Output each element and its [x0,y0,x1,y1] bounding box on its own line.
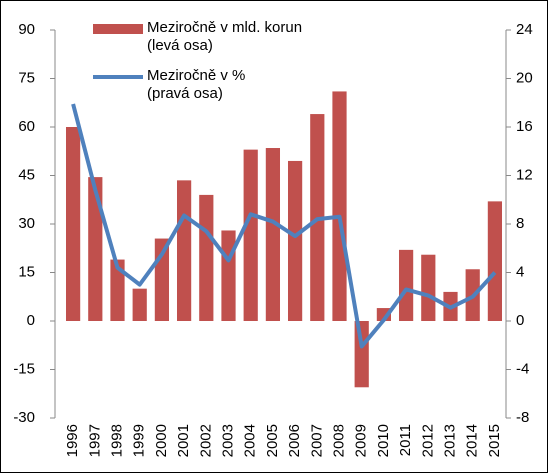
y2-tick-label: 20 [516,69,533,86]
bar [398,249,414,321]
bar [487,201,503,321]
x-tick-label: 1996 [64,424,81,457]
x-tick-label: 2013 [441,424,458,457]
bar [287,160,303,321]
y2-tick-label: 16 [516,118,533,135]
y2-tick-label: 8 [516,215,524,232]
y2-tick-label: 4 [516,263,524,280]
x-tick-label: 2004 [242,424,259,457]
y-tick-label: 0 [27,312,35,329]
y-tick-label: -15 [13,360,35,377]
legend-label: Meziročně v mld. korun (levá osa) [147,19,303,54]
y2-tick-label: 12 [516,166,533,183]
line [71,103,497,349]
x-tick-label: 2014 [464,424,481,457]
bar [221,230,236,321]
y2-tick-label: -8 [516,409,529,426]
bar [132,288,147,321]
x-tick-label: 2002 [197,424,214,457]
bar [110,259,125,321]
x-tick-label: 1999 [131,424,148,457]
bar [65,127,81,321]
x-tick-label: 2012 [419,424,436,457]
x-tick-label: 1998 [108,424,125,457]
x-tick-label: 2009 [353,424,370,457]
x-tick-label: 2001 [175,424,192,457]
bar [243,149,258,321]
legend-label: Meziročně v % (pravá osa) [147,67,246,102]
bar [88,177,103,321]
x-tick-label: 2010 [375,424,392,457]
x-tick-label: 2011 [397,424,414,456]
x-tick-label: 2008 [330,424,347,457]
x-tick-label: 2000 [153,424,170,457]
y-tick-label: -30 [13,409,35,426]
x-tick-label: 2005 [264,424,281,457]
x-tick-label: 2007 [308,424,325,457]
y-tick-label: 75 [18,69,35,86]
y-tick-label: 90 [18,21,35,38]
bar [354,321,369,388]
bar [199,194,214,321]
bar [332,91,347,321]
y2-tick-label: -4 [516,360,529,377]
y-tick-label: 60 [18,118,35,135]
bar [421,254,436,321]
y-tick-label: 45 [18,166,35,183]
x-tick-label: 2015 [486,424,503,457]
x-tick-label: 2003 [219,424,236,457]
y-tick-label: 30 [18,215,35,232]
x-tick-label: 2006 [286,424,303,457]
y2-tick-label: 0 [516,312,524,329]
legend-swatch [93,24,143,34]
y2-tick-label: 24 [516,21,533,38]
x-tick-label: 1997 [86,424,103,457]
bar [265,148,281,321]
y-tick-label: 15 [18,263,35,280]
bar [176,180,192,321]
